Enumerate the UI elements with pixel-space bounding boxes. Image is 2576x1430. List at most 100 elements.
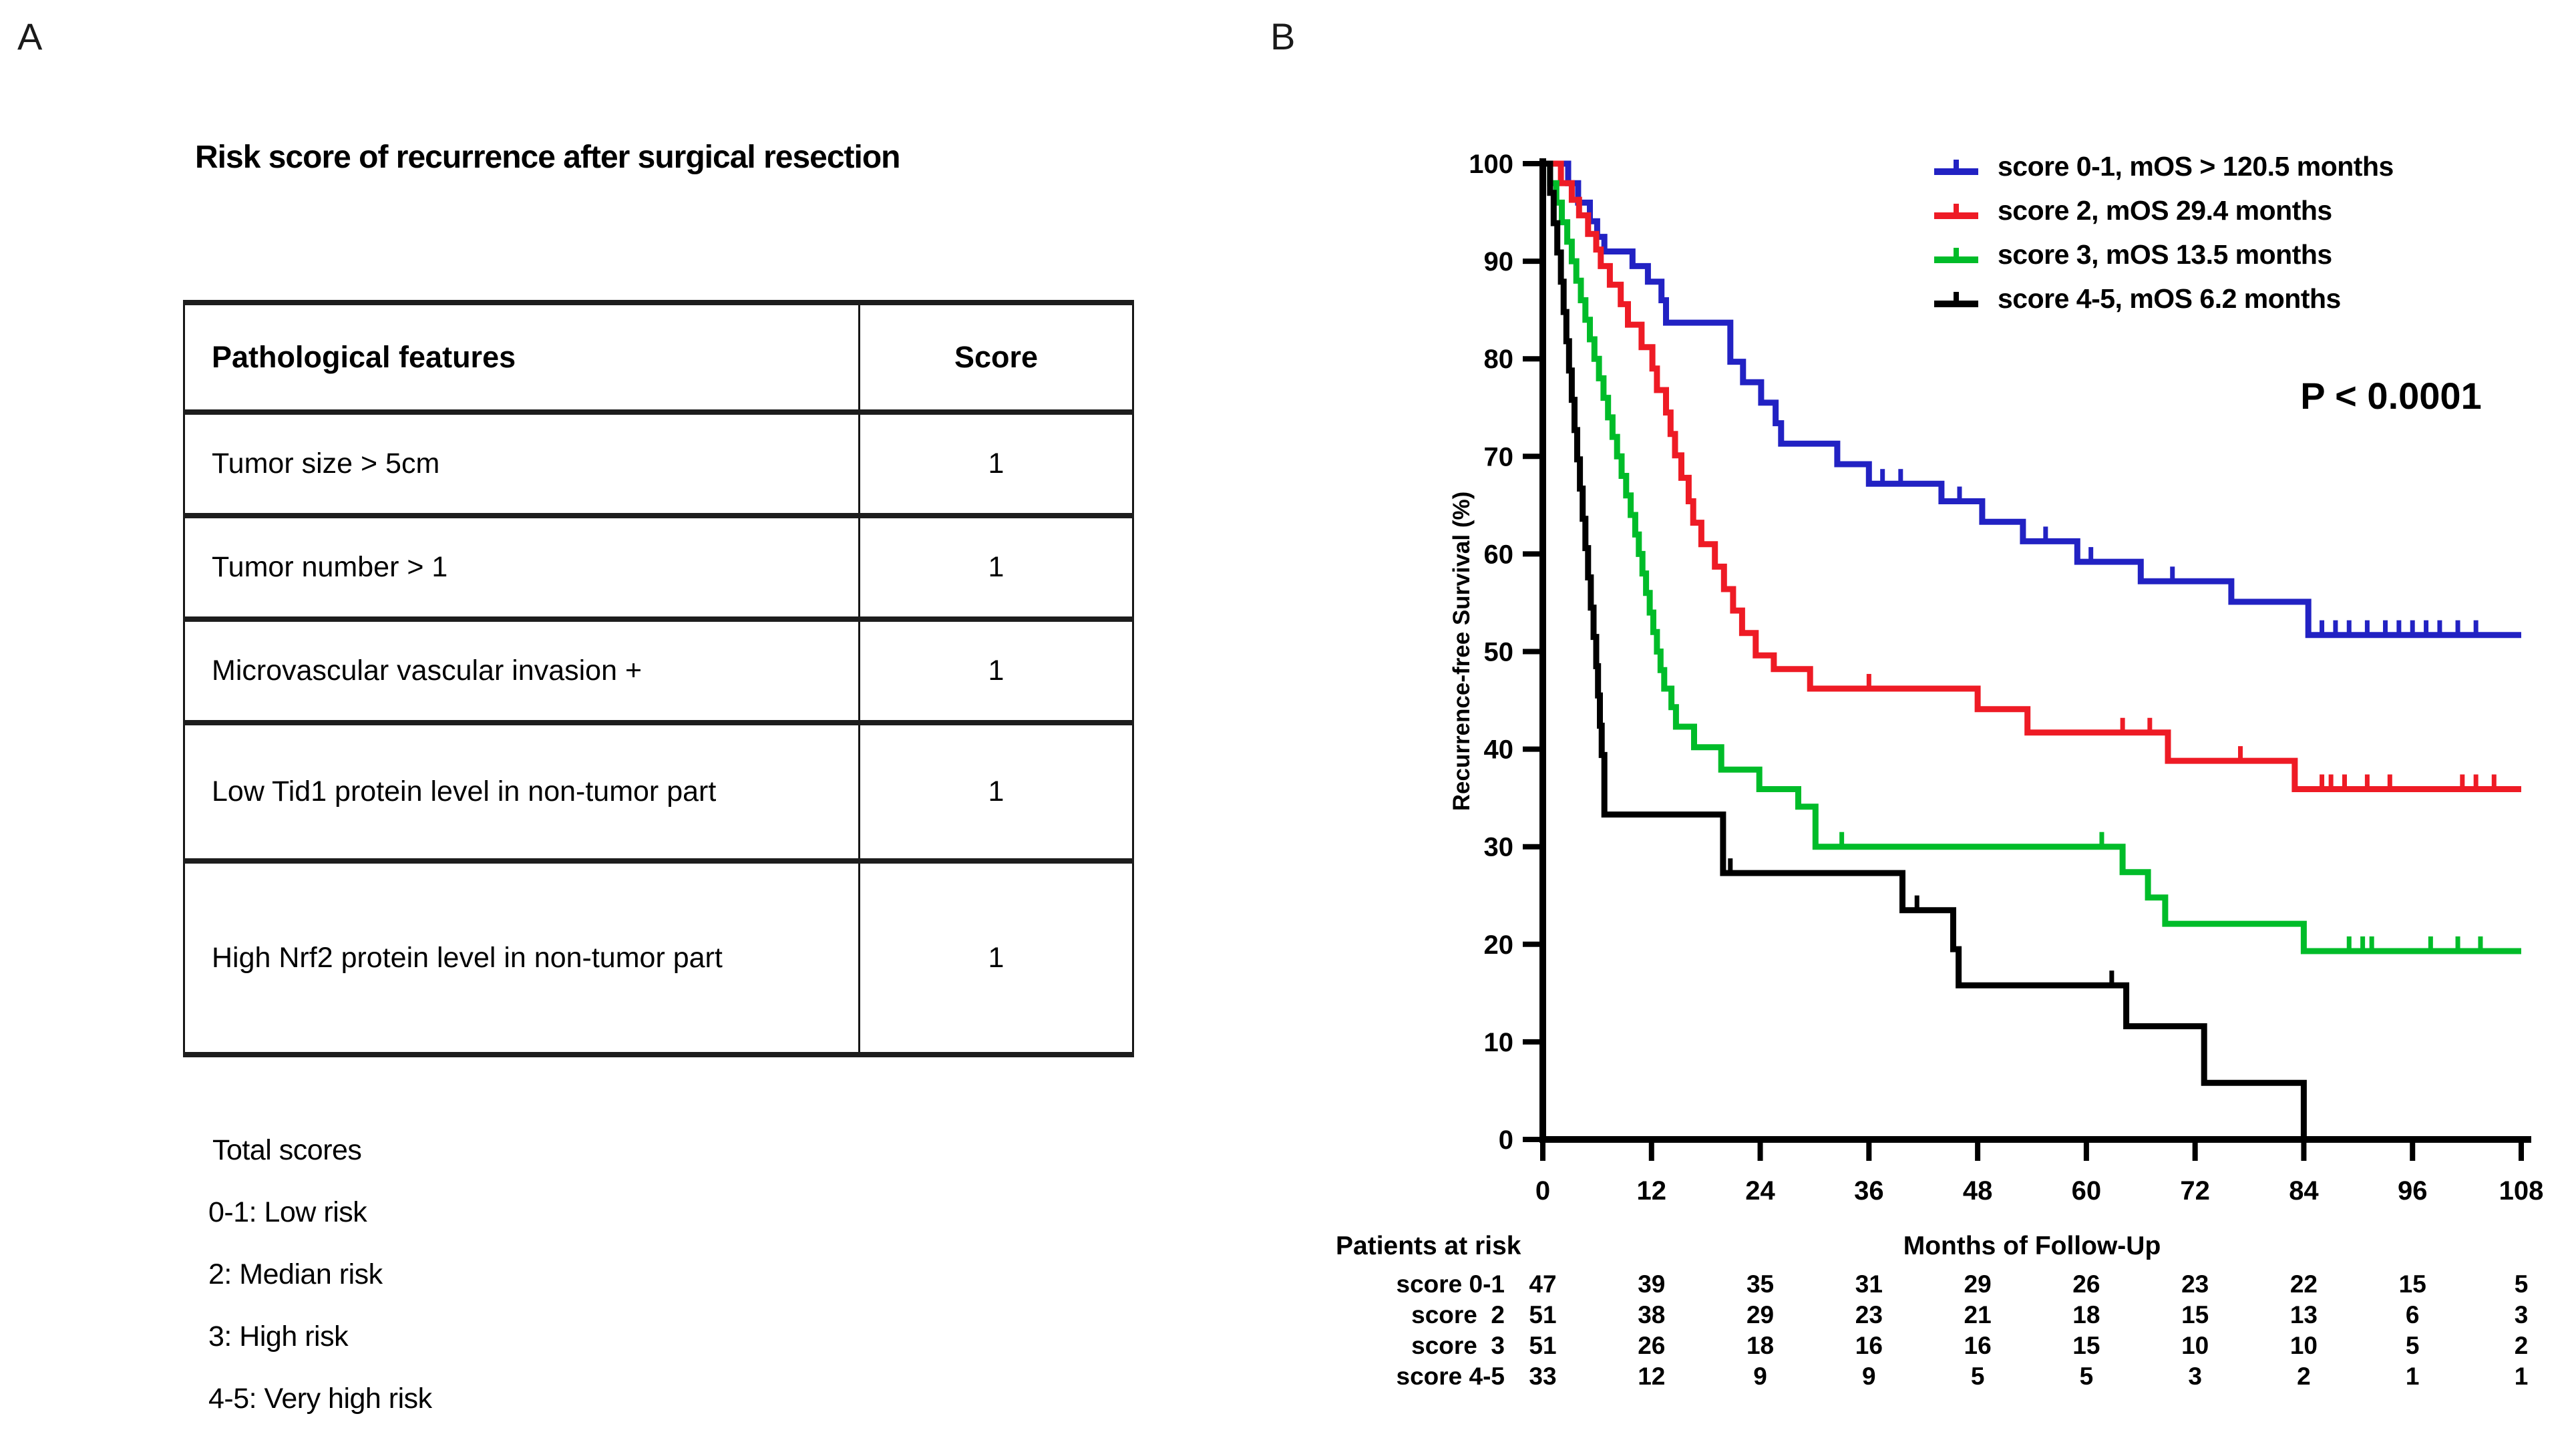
x-tick-label: 24 xyxy=(1745,1176,1775,1206)
total-scores-block: Total scores 0-1: Low risk 2: Median risk… xyxy=(208,1119,432,1430)
risk-count: 21 xyxy=(1964,1301,1992,1328)
risk-count: 3 xyxy=(2514,1301,2529,1328)
y-tick-label: 60 xyxy=(1484,540,1514,569)
risk-count: 51 xyxy=(1529,1301,1557,1328)
risk-count: 26 xyxy=(2072,1270,2100,1298)
y-axis-title: Recurrence-free Survival (%) xyxy=(1449,492,1475,812)
risk-count: 15 xyxy=(2181,1301,2209,1328)
risk-count: 5 xyxy=(2514,1270,2529,1298)
y-tick-label: 70 xyxy=(1484,442,1514,472)
risk-count: 16 xyxy=(1855,1332,1883,1359)
feature-cell: Tumor number > 1 xyxy=(183,514,860,620)
risk-count: 10 xyxy=(2289,1332,2318,1359)
y-tick-label: 50 xyxy=(1484,638,1514,667)
risk-count: 1 xyxy=(2405,1363,2420,1390)
legend-item: score 4-5, mOS 6.2 months xyxy=(1932,277,2394,321)
kaplan-meier-plot: 0 10 20 30 40 50 60 70 80 90 100 0 12 24 36 48 60 72 84 96 1… xyxy=(1449,150,2544,1206)
risk-count: 35 xyxy=(1746,1270,1775,1298)
x-tick-label: 84 xyxy=(2289,1176,2319,1206)
km-censor-symbol-icon xyxy=(1934,160,1978,175)
table-header-row: Pathological features Score xyxy=(183,301,1134,413)
feature-cell: Tumor size > 5cm xyxy=(183,411,860,517)
km-curve-1 xyxy=(1543,160,2521,792)
score-cell: 1 xyxy=(858,618,1134,724)
risk-count: 5 xyxy=(1970,1363,1985,1390)
table-row: Low Tid1 protein level in non-tumor part… xyxy=(183,721,1134,862)
risk-count: 5 xyxy=(2079,1363,2094,1390)
risk-count: 12 xyxy=(1638,1363,1666,1390)
km-curve-2 xyxy=(1543,160,2521,954)
y-tick-label: 80 xyxy=(1484,345,1514,374)
total-scores-item: 0-1: Low risk xyxy=(208,1196,367,1228)
y-tick-label: 10 xyxy=(1484,1028,1514,1057)
risk-count: 13 xyxy=(2289,1301,2318,1328)
risk-row-label: score 0-1 xyxy=(1396,1270,1505,1298)
risk-row-label: score 2 xyxy=(1411,1301,1505,1328)
score-cell: 1 xyxy=(858,860,1134,1056)
y-tick-label: 40 xyxy=(1484,735,1514,765)
legend-item: score 2, mOS 29.4 months xyxy=(1932,188,2394,232)
total-scores-item: 3: High risk xyxy=(208,1320,349,1353)
x-tick-label: 48 xyxy=(1963,1176,1993,1206)
risk-row-label: score 4-5 xyxy=(1396,1363,1505,1390)
feature-cell: Low Tid1 protein level in non-tumor part xyxy=(183,721,860,862)
legend-label: score 0-1, mOS > 120.5 months xyxy=(1998,150,2394,182)
total-scores-title: Total scores xyxy=(212,1134,362,1166)
risk-count: 47 xyxy=(1529,1270,1557,1298)
risk-count: 15 xyxy=(2398,1270,2426,1298)
km-curve-3 xyxy=(1543,160,2307,1139)
total-scores-item: 2: Median risk xyxy=(208,1258,383,1290)
risk-count: 51 xyxy=(1529,1332,1557,1359)
km-censor-symbol-icon xyxy=(1934,204,1978,219)
header-pathological-features: Pathological features xyxy=(183,301,860,413)
y-tick-label: 100 xyxy=(1469,150,1513,179)
legend-label: score 2, mOS 29.4 months xyxy=(1998,194,2332,226)
x-tick-label: 96 xyxy=(2398,1176,2428,1206)
risk-count: 31 xyxy=(1855,1270,1883,1298)
risk-count: 2 xyxy=(2514,1332,2529,1359)
x-axis-title: Months of Follow-Up xyxy=(1903,1232,2161,1260)
panel-a-label: A xyxy=(17,15,43,57)
score-cell: 1 xyxy=(858,411,1134,517)
feature-cell: Microvascular vascular invasion + xyxy=(183,618,860,724)
km-censor-symbol-icon xyxy=(1934,248,1978,263)
risk-count: 6 xyxy=(2405,1301,2420,1328)
risk-count: 22 xyxy=(2289,1270,2318,1298)
legend-item: score 0-1, mOS > 120.5 months xyxy=(1932,144,2394,188)
total-scores-item: 4-5: Very high risk xyxy=(208,1383,432,1415)
feature-cell: High Nrf2 protein level in non-tumor par… xyxy=(183,860,860,1056)
km-censor-symbol-icon xyxy=(1934,292,1978,307)
score-cell: 1 xyxy=(858,514,1134,620)
x-tick-label: 0 xyxy=(1535,1176,1550,1206)
legend-label: score 4-5, mOS 6.2 months xyxy=(1998,283,2341,314)
y-tick-label: 90 xyxy=(1484,247,1514,277)
panel-a-title: Risk score of recurrence after surgical … xyxy=(195,140,900,175)
table-row: Microvascular vascular invasion +1 xyxy=(183,618,1134,724)
risk-count: 39 xyxy=(1638,1270,1666,1298)
risk-count: 10 xyxy=(2181,1332,2209,1359)
risk-row-label: score 3 xyxy=(1411,1332,1505,1359)
risk-count: 3 xyxy=(2188,1363,2202,1390)
risk-score-table-body: Tumor size > 5cm 1 Tumor number > 1 1 Microv… xyxy=(183,411,1134,1056)
risk-count: 33 xyxy=(1529,1363,1557,1390)
risk-count: 23 xyxy=(2181,1270,2209,1298)
patients-at-risk-title: Patients at risk xyxy=(1336,1232,1521,1260)
panel-b-label: B xyxy=(1270,15,1296,57)
risk-count: 9 xyxy=(1753,1363,1767,1390)
risk-count: 1 xyxy=(2514,1363,2529,1390)
chart-legend: score 0-1, mOS > 120.5 months score 2, mO… xyxy=(1932,144,2394,321)
x-tick-label: 108 xyxy=(2499,1176,2544,1206)
p-value-annotation: P < 0.0001 xyxy=(2300,375,2482,417)
table-row: High Nrf2 protein level in non-tumor par… xyxy=(183,860,1134,1056)
x-tick-label: 60 xyxy=(2072,1176,2102,1206)
x-tick-label: 12 xyxy=(1637,1176,1667,1206)
risk-count: 9 xyxy=(1862,1363,1876,1390)
header-score: Score xyxy=(858,301,1134,413)
x-tick-label: 72 xyxy=(2180,1176,2210,1206)
score-cell: 1 xyxy=(858,721,1134,862)
risk-count: 18 xyxy=(1746,1332,1775,1359)
risk-score-table: Pathological features Score Tumor size > … xyxy=(183,300,1134,1057)
risk-count: 29 xyxy=(1964,1270,1992,1298)
x-tick-label: 36 xyxy=(1854,1176,1884,1206)
